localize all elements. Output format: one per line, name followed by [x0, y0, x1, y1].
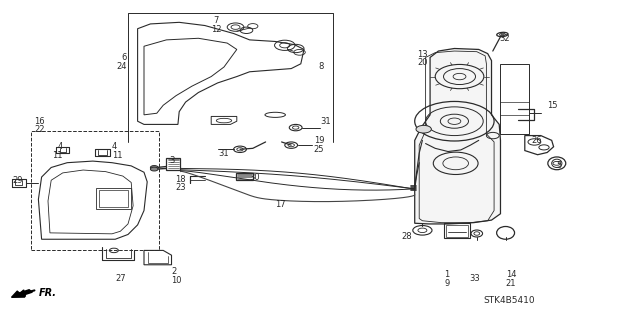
Text: 16: 16 — [34, 117, 45, 126]
Text: 26: 26 — [531, 137, 542, 145]
Bar — [99, 190, 128, 207]
Text: 3: 3 — [169, 156, 174, 165]
Text: 12: 12 — [211, 25, 221, 34]
FancyArrow shape — [12, 290, 32, 297]
Text: STK4B5410: STK4B5410 — [483, 296, 535, 305]
Circle shape — [416, 125, 431, 133]
Text: 20: 20 — [417, 58, 428, 67]
Text: 8: 8 — [319, 63, 324, 71]
Bar — [500, 64, 529, 134]
Text: 4: 4 — [112, 142, 117, 151]
Text: 27: 27 — [115, 274, 125, 283]
Text: 10: 10 — [172, 276, 182, 285]
Circle shape — [150, 166, 158, 169]
Text: 13: 13 — [417, 50, 428, 59]
Text: 24: 24 — [116, 62, 127, 70]
Text: 22: 22 — [35, 125, 45, 134]
Bar — [96, 188, 131, 209]
Text: 5: 5 — [557, 161, 562, 170]
Text: 25: 25 — [314, 145, 324, 154]
Text: 9: 9 — [444, 279, 449, 288]
Bar — [31, 131, 159, 250]
Text: 18: 18 — [175, 175, 186, 184]
Text: 29: 29 — [13, 176, 23, 185]
Text: 14: 14 — [506, 271, 516, 279]
Text: 7: 7 — [214, 16, 219, 25]
Text: 30: 30 — [250, 173, 260, 182]
Text: 11: 11 — [52, 151, 63, 160]
Text: 4: 4 — [58, 142, 63, 151]
Text: 23: 23 — [175, 183, 186, 192]
Text: 28: 28 — [401, 232, 412, 241]
Text: 31: 31 — [218, 149, 229, 158]
Text: 33: 33 — [470, 274, 480, 283]
Text: 21: 21 — [506, 279, 516, 288]
Bar — [236, 173, 253, 180]
Text: 31: 31 — [320, 117, 331, 126]
Bar — [444, 223, 470, 238]
Text: 15: 15 — [547, 101, 557, 110]
Text: 32: 32 — [499, 34, 510, 43]
Text: 19: 19 — [314, 137, 324, 145]
Circle shape — [150, 167, 158, 171]
Text: 1: 1 — [444, 271, 449, 279]
Text: 17: 17 — [275, 200, 286, 209]
Bar — [446, 225, 468, 237]
Text: FR.: FR. — [38, 288, 56, 298]
Polygon shape — [415, 48, 500, 224]
Text: 11: 11 — [112, 151, 122, 160]
Bar — [166, 158, 180, 170]
Text: 2: 2 — [172, 267, 177, 276]
Text: 6: 6 — [122, 53, 127, 62]
